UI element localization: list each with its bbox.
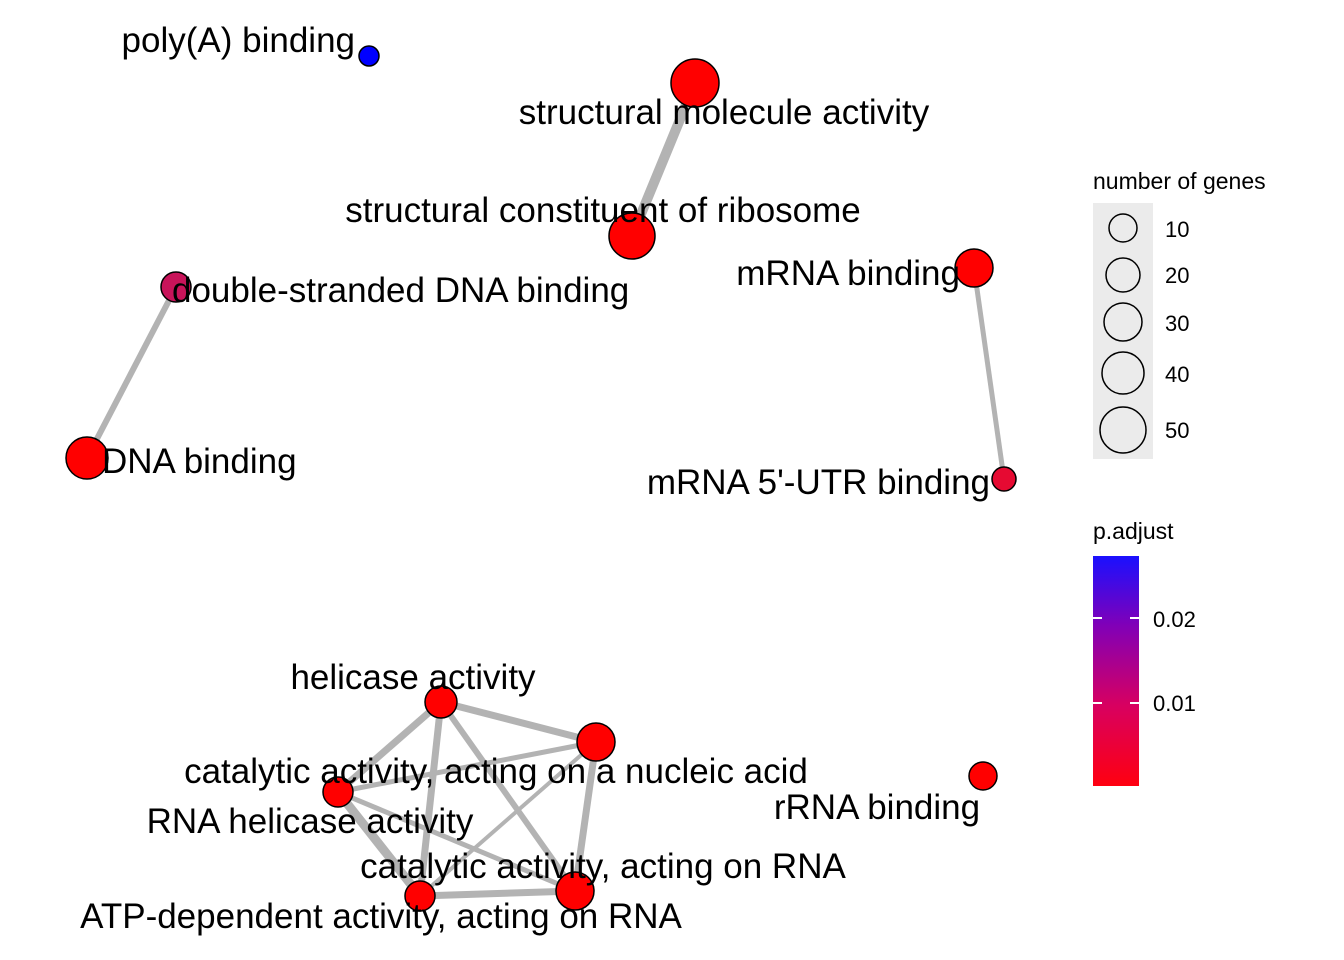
edge-cat_rna-atp [420, 891, 575, 896]
size-key-10 [1109, 214, 1137, 242]
size-key-20 [1106, 258, 1140, 292]
size-legend: number of genes 10 20 30 40 50 [1093, 168, 1266, 459]
node-label-atp: ATP-dependent activity, acting on RNA [80, 897, 682, 936]
size-label-10: 10 [1165, 217, 1189, 242]
size-label-50: 50 [1165, 418, 1189, 443]
node-label-cat_rna: catalytic activity, acting on RNA [360, 847, 846, 886]
node-label-polyA: poly(A) binding [122, 21, 355, 60]
node-label-sma: structural molecule activity [519, 93, 930, 132]
node-mrna [955, 249, 993, 287]
size-key-40 [1102, 352, 1144, 394]
node-mrna5 [992, 467, 1016, 491]
size-key-50 [1100, 407, 1146, 453]
color-legend: p.adjust 0.02 0.01 [1093, 518, 1196, 786]
size-label-20: 20 [1165, 263, 1189, 288]
color-label-0.02: 0.02 [1153, 607, 1196, 632]
node-polyA [359, 46, 379, 66]
size-legend-title: number of genes [1093, 168, 1266, 194]
edge-dsdna-dna [87, 287, 176, 458]
node-label-mrna5: mRNA 5'-UTR binding [647, 463, 990, 502]
size-key-30 [1104, 303, 1142, 341]
node-rrna [969, 762, 997, 790]
color-legend-title: p.adjust [1093, 518, 1174, 544]
label-layer: poly(A) binding structural molecule activ… [80, 21, 990, 936]
size-label-30: 30 [1165, 311, 1189, 336]
color-label-0.01: 0.01 [1153, 691, 1196, 716]
edge-mrna-mrna5 [974, 268, 1004, 479]
node-label-mrna: mRNA binding [736, 254, 960, 293]
node-label-heli: helicase activity [290, 658, 536, 697]
node-label-rnah: RNA helicase activity [147, 802, 474, 841]
node-label-dsdna: double-stranded DNA binding [172, 271, 629, 310]
node-label-dna: DNA binding [102, 442, 297, 481]
node-label-cat_na: catalytic activity, acting on a nucleic … [184, 752, 808, 791]
node-label-rrna: rRNA binding [774, 788, 980, 827]
color-gradient-bar [1093, 556, 1139, 786]
size-label-40: 40 [1165, 362, 1189, 387]
node-label-scr: structural constituent of ribosome [345, 191, 861, 230]
